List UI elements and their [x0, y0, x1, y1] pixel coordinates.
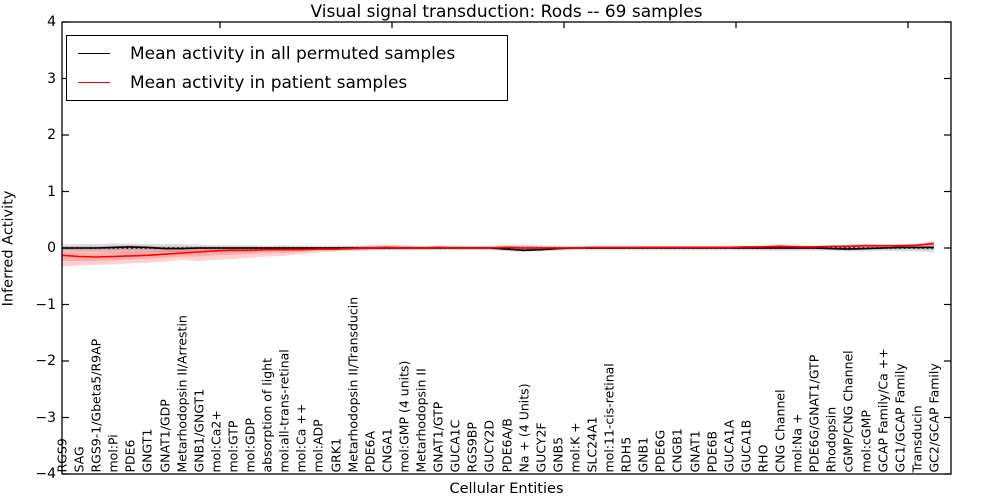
chart-title: Visual signal transduction: Rods -- 69 s… [310, 2, 703, 22]
x-tick-label: mol:Pi [105, 433, 121, 472]
y-tick-label: 0 [47, 240, 56, 256]
x-tick-label: GNB1/GNGT1 [191, 388, 207, 472]
x-tick-label: GNB5 [550, 436, 566, 472]
patient-band-inner [62, 242, 934, 261]
x-tick-label: PDE6G/GNAT1/GTP [806, 354, 822, 472]
x-tick-label: PDE6G [652, 429, 668, 472]
x-axis-label: Cellular Entities [449, 481, 564, 497]
x-tick-label: GUCA1B [738, 419, 754, 472]
x-tick-label: GNGT1 [139, 428, 155, 472]
x-tick-label: mol:GDP [242, 417, 258, 472]
x-tick-label: GRK1 [328, 437, 344, 472]
x-tick-label: Na + (4 Units) [516, 382, 532, 472]
x-tick-label: mol:Ca ++ [293, 403, 309, 472]
y-tick-label: −1 [35, 296, 56, 313]
legend-entry-permuted: Mean activity in all permuted samples [67, 42, 507, 66]
x-tick-label: cGMP/CNG Channel [840, 349, 856, 472]
permuted-mean-line [62, 246, 934, 252]
y-tick-label: 3 [47, 70, 56, 87]
y-axis-label: Inferred Activity [0, 190, 17, 307]
x-tick-label: mol:Na + [789, 413, 805, 472]
x-tick-label: CNGB1 [669, 427, 685, 472]
x-tick-label: Transducin [909, 404, 925, 472]
legend-entry-patient: Mean activity in patient samples [67, 71, 507, 95]
x-tick-label: RGS9 [54, 437, 70, 472]
x-tick-label: GUCA1C [447, 419, 463, 472]
x-tick-label: mol:11-cis-retinal [601, 362, 617, 472]
x-tick-label: mol:all-trans-retinal [276, 348, 292, 472]
legend-label-patient: Mean activity in patient samples [130, 72, 408, 93]
y-tick-label: 1 [47, 183, 56, 200]
x-tick-label: GC1/GCAP Family [892, 362, 908, 472]
x-tick-label: RGS9BP [464, 421, 480, 472]
x-tick-label: RGS9-1/Gbeta5/R9AP [88, 338, 104, 472]
legend-line-sample-red [78, 82, 110, 83]
x-tick-label: Rhodopsin [823, 406, 839, 472]
patient-mean-line [61, 242, 934, 258]
legend-label-permuted: Mean activity in all permuted samples [130, 43, 456, 64]
x-tick-label: GC2/GCAP Family [926, 362, 942, 472]
x-tick-label: mol:GTP [225, 420, 241, 472]
x-tick-label: GNB1 [635, 436, 651, 472]
x-tick-label: RDH5 [618, 436, 634, 472]
legend-line-sample-black [78, 53, 110, 54]
y-tick-label: −3 [35, 409, 56, 426]
x-tick-label: GUCY2F [533, 421, 549, 472]
x-tick-label: CNG Channel [772, 388, 788, 472]
x-tick-label: absorption of light [259, 357, 275, 472]
x-tick-label: Metarhodopsin II/Transducin [345, 296, 361, 472]
y-tick-label: 2 [47, 127, 56, 143]
x-tick-label: mol:Ca2+ [208, 409, 224, 472]
x-tick-label: GUCA1A [721, 419, 737, 472]
x-tick-label: PDE6A/B [499, 417, 514, 472]
x-tick-label: GUCY2D [481, 419, 497, 472]
x-tick-label: PDE6 [122, 438, 138, 472]
x-tick-label: GNAT1/GDP [157, 398, 173, 472]
x-tick-label: RHO [755, 444, 771, 472]
x-tick-label: Metarhodopsin II [413, 367, 429, 472]
y-tick-label: 4 [47, 14, 56, 30]
x-tick-label: mol:K + [567, 421, 583, 472]
x-tick-label: GNAT1/GTP [430, 401, 446, 472]
x-tick-label: SAG [71, 445, 87, 472]
x-tick-label: CNGA1 [379, 427, 395, 472]
x-tick-label: GCAP Family/Ca ++ [875, 347, 891, 472]
x-tick-label: mol:ADP [310, 418, 326, 472]
x-tick-label: Metarhodopsin II/Arrestin [174, 314, 190, 472]
x-tick-label: PDE6A [362, 430, 378, 472]
x-tick-label: mol:cGMP [858, 409, 874, 472]
y-tick-label: −2 [35, 353, 56, 369]
x-tick-label: mol:GMP (4 units) [396, 360, 412, 472]
x-tick-label: SLC24A1 [584, 415, 600, 472]
legend: Mean activity in all permuted samples Me… [66, 35, 508, 101]
x-tick-label: PDE6B [704, 430, 720, 472]
x-tick-label: GNAT1 [687, 429, 703, 472]
y-tick-label: −4 [35, 466, 56, 482]
